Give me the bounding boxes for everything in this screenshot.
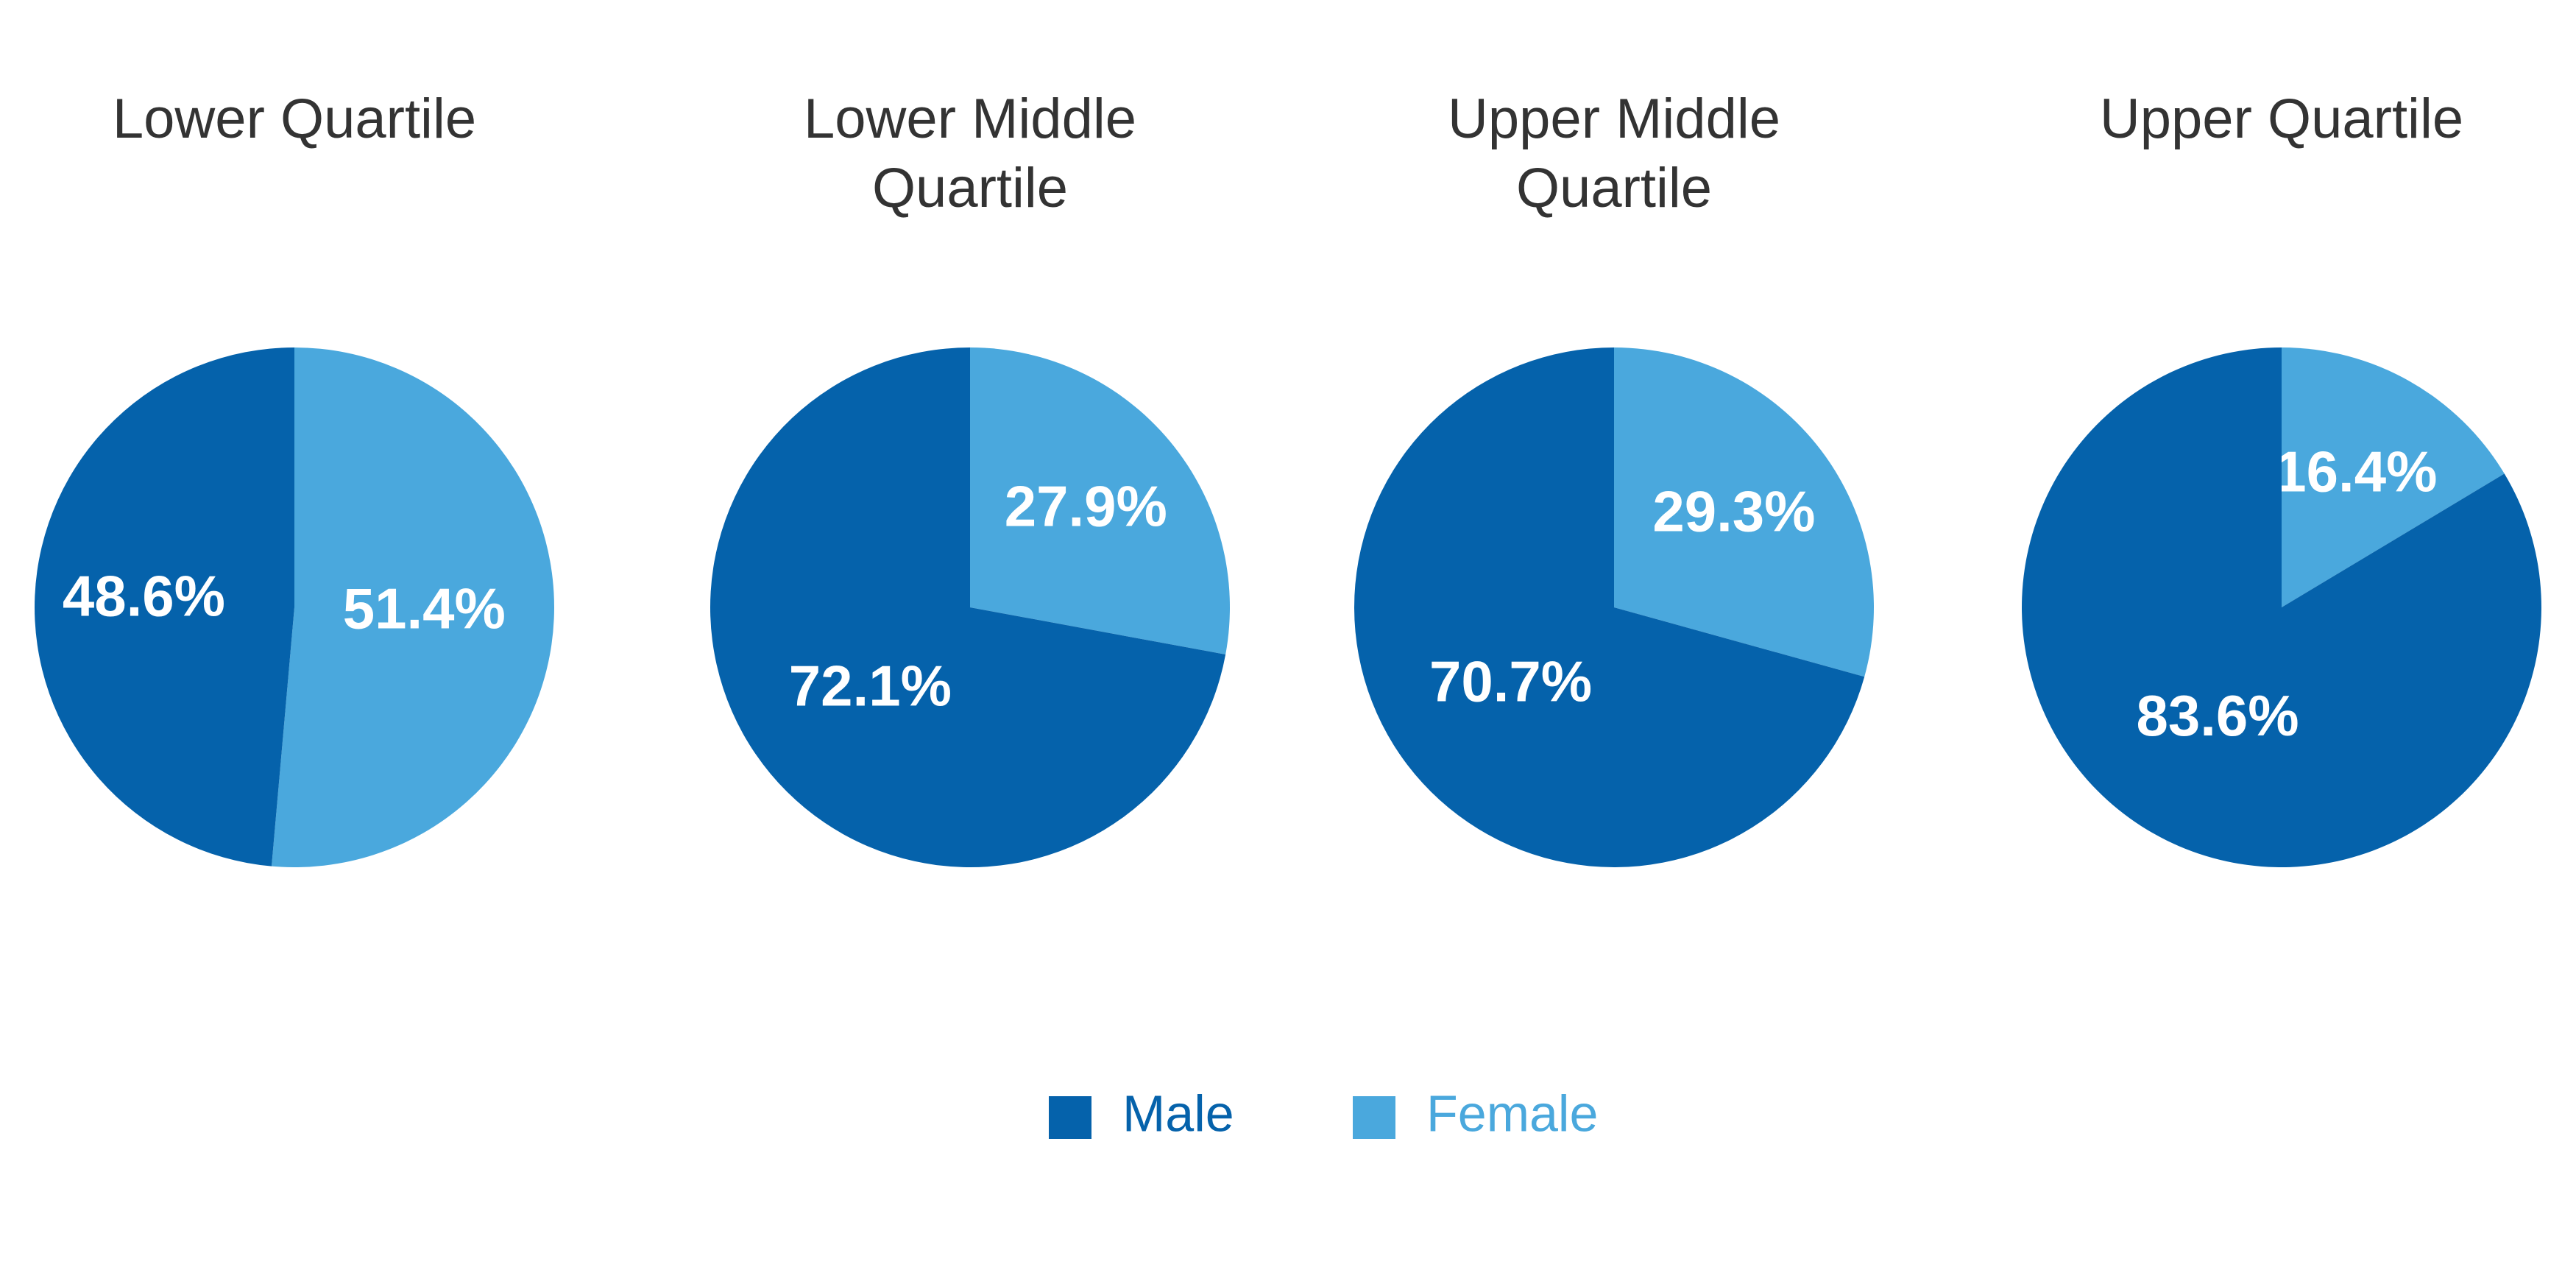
pie-title-line: Quartile — [1516, 157, 1712, 219]
pie-title: Lower Middle Quartile — [804, 88, 1136, 219]
pie-slice-label: 83.6% — [2136, 683, 2299, 748]
legend-swatch-female — [1353, 1096, 1395, 1139]
pie-chart-1: Lower Quartile 51.4% 48.6% — [35, 88, 555, 867]
pie-slice-label: 51.4% — [343, 576, 506, 640]
pie-title-line: Lower Quartile — [113, 88, 476, 150]
pie-slice-male — [710, 347, 1226, 867]
pie-chart-2: Lower Middle Quartile 27.9% 72.1% — [710, 88, 1231, 867]
pie-slice-label: 16.4% — [2274, 439, 2437, 504]
legend-label-female: Female — [1426, 1084, 1598, 1142]
pie-chart-3: Upper Middle Quartile 29.3% 70.7% — [1354, 88, 1874, 868]
pie-charts-group: Lower Quartile 51.4% 48.6% Lower Middle Quar… — [35, 88, 2541, 868]
pie-title-line: Upper Middle — [1448, 88, 1780, 150]
legend: Male Female — [1049, 1084, 1598, 1142]
pie-slice-label: 48.6% — [63, 564, 225, 629]
pie-slice-label: 72.1% — [789, 654, 952, 719]
legend-swatch-male — [1049, 1096, 1091, 1139]
pie-slice-female — [1614, 347, 1874, 677]
pie-slice-label: 27.9% — [1005, 474, 1167, 539]
legend-label-male: Male — [1122, 1084, 1234, 1142]
pie-slice-label: 29.3% — [1652, 479, 1815, 544]
pie-title-line: Quartile — [872, 157, 1068, 219]
pie-slice-female — [970, 347, 1231, 654]
pie-slice-male — [35, 347, 294, 867]
pie-slice-male — [1354, 347, 1865, 868]
pie-slice-female — [271, 347, 555, 867]
pie-title-line: Lower Middle — [804, 88, 1136, 150]
pie-title: Upper Middle Quartile — [1448, 88, 1780, 219]
pie-chart-4: Upper Quartile 16.4% 83.6% — [2022, 88, 2541, 868]
pie-title: Lower Quartile — [113, 88, 476, 150]
pie-slice-male — [2022, 347, 2541, 868]
pie-title-line: Upper Quartile — [2100, 88, 2463, 150]
pie-slice-female — [2282, 347, 2505, 607]
pie-slice-label: 70.7% — [1429, 649, 1592, 713]
pie-title: Upper Quartile — [2100, 88, 2463, 150]
